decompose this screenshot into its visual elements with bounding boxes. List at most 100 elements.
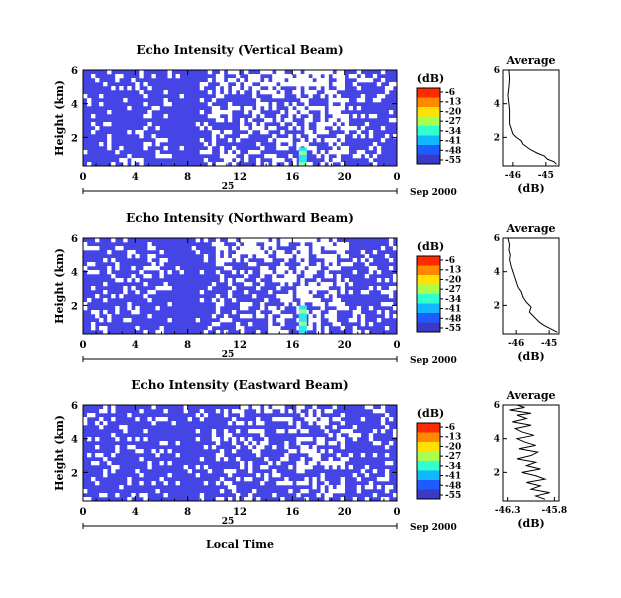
strong-echo (298, 305, 307, 335)
heatmap-cell-blank (272, 310, 277, 315)
heatmap-cell-blank (171, 421, 176, 426)
heatmap-cell-blank (147, 258, 152, 263)
colorbar-frame (416, 422, 441, 500)
heatmap-cell-blank (280, 262, 285, 267)
heatmap-cell-blank (308, 78, 313, 83)
heatmap-cell-blank (296, 78, 301, 83)
heatmap-cell-blank (348, 74, 354, 79)
heatmap-cell-blank (316, 453, 321, 458)
heatmap-cell-blank (272, 134, 277, 139)
heatmap-cell-blank (195, 250, 201, 255)
average-profile-line (507, 69, 557, 165)
heatmap-cell-blank (272, 326, 277, 331)
heatmap-cell-blank (119, 86, 124, 91)
heatmap-cell-blank (127, 130, 132, 135)
heatmap-cell-blank (316, 298, 321, 303)
heatmap-cell-blank (284, 294, 289, 299)
heatmap-cell-blank (103, 282, 108, 287)
heatmap-cell-blank (312, 70, 317, 75)
heatmap-cell-blank (312, 242, 317, 247)
strong-echo-cell (298, 151, 307, 156)
heatmap-cell-blank (235, 86, 241, 91)
heatmap-cell-blank (360, 114, 366, 119)
heatmap-cell-blank (260, 429, 265, 434)
heatmap-cell-blank (107, 110, 112, 115)
x-tick-label: 0 (394, 340, 401, 351)
heatmap-cell-blank (340, 106, 345, 111)
heatmap-cell-blank (219, 74, 225, 79)
heatmap-cell-blank (384, 134, 390, 139)
heatmap-cell-blank (223, 409, 229, 414)
heatmap-cell-blank (252, 262, 257, 267)
heatmap-cell-blank (300, 302, 305, 307)
heatmap-cell-blank (308, 421, 313, 426)
colorbar-segment (417, 107, 440, 117)
colorbar-segment (417, 470, 440, 481)
heatmap-cell-blank (115, 150, 120, 155)
heatmap-cell-blank (308, 114, 313, 119)
heatmap-cell-blank (304, 290, 309, 295)
colorbar-tick-label: -48 (445, 481, 461, 491)
heatmap-cell-blank (235, 242, 241, 247)
heatmap-cell-blank (264, 118, 269, 123)
heatmap-cell-blank (340, 98, 345, 103)
heatmap-cell-blank (380, 302, 386, 307)
heatmap-cell-blank (304, 481, 309, 486)
colorbar-segment (417, 145, 440, 155)
heatmap-cell-blank (304, 286, 309, 291)
heatmap-cell-blank (235, 74, 241, 79)
heatmap-cell-blank (312, 445, 317, 450)
heatmap-cell-blank (312, 250, 317, 255)
heatmap-cell-blank (103, 493, 108, 498)
heatmap-cell-blank (143, 437, 148, 442)
heatmap-cell-blank (272, 473, 277, 478)
heatmap-cell-blank (352, 126, 358, 131)
heatmap-cell-blank (244, 106, 249, 111)
heatmap-cell-blank (91, 246, 96, 251)
heatmap-cell-blank (320, 485, 325, 490)
heatmap-cell-blank (280, 497, 285, 502)
heatmap-cell-blank (223, 433, 229, 438)
colorbar-tick-label: -13 (445, 98, 461, 108)
heatmap-cell-blank (288, 290, 293, 295)
heatmap-cell-blank (187, 417, 192, 422)
heatmap-cell-blank (336, 242, 341, 247)
heatmap-cell-blank (280, 254, 285, 259)
heatmap-cell-blank (292, 162, 297, 167)
heatmap-cell-blank (308, 465, 313, 470)
heatmap-cell-blank (227, 421, 233, 426)
heatmap-cell-blank (304, 445, 309, 450)
heatmap-cell-blank (215, 242, 221, 247)
heatmap-cell-blank (175, 481, 180, 486)
heatmap-cell-blank (340, 497, 345, 502)
heatmap-cell-blank (368, 405, 374, 410)
heatmap-cell-blank (143, 429, 148, 434)
heatmap-cell-blank (296, 294, 301, 299)
heatmap-cell-blank (211, 138, 217, 143)
average-x-tick-label: -46 (505, 171, 521, 181)
heatmap-cell-blank (380, 290, 386, 295)
heatmap-cell-blank (384, 477, 390, 482)
y-tick-label: 4 (71, 268, 78, 279)
date-label: Sep 2000 (410, 523, 457, 533)
heatmap-cell-blank (340, 481, 345, 486)
heatmap-cell-blank (280, 158, 285, 163)
heatmap-cell-blank (115, 266, 120, 271)
heatmap-cell-blank (163, 258, 168, 263)
heatmap-cell-blank (316, 322, 321, 327)
heatmap-cell-blank (248, 461, 253, 466)
heatmap-cell-blank (324, 314, 329, 319)
heatmap-cell-blank (260, 421, 265, 426)
heatmap-cell-blank (324, 78, 329, 83)
heatmap-cell-blank (336, 282, 341, 287)
heatmap-cell-blank (91, 122, 96, 127)
heatmap-cell-blank (296, 270, 301, 275)
heatmap-cell-blank (231, 270, 237, 275)
colorbar-segment (417, 442, 440, 452)
heatmap-cell-blank (292, 110, 297, 115)
average-y-tick-label: 6 (494, 66, 500, 76)
heatmap-cell-blank (356, 485, 362, 490)
heatmap-cell-blank (256, 286, 261, 291)
heatmap-cell-blank (248, 477, 253, 482)
average-y-tick-label: 2 (494, 301, 500, 311)
